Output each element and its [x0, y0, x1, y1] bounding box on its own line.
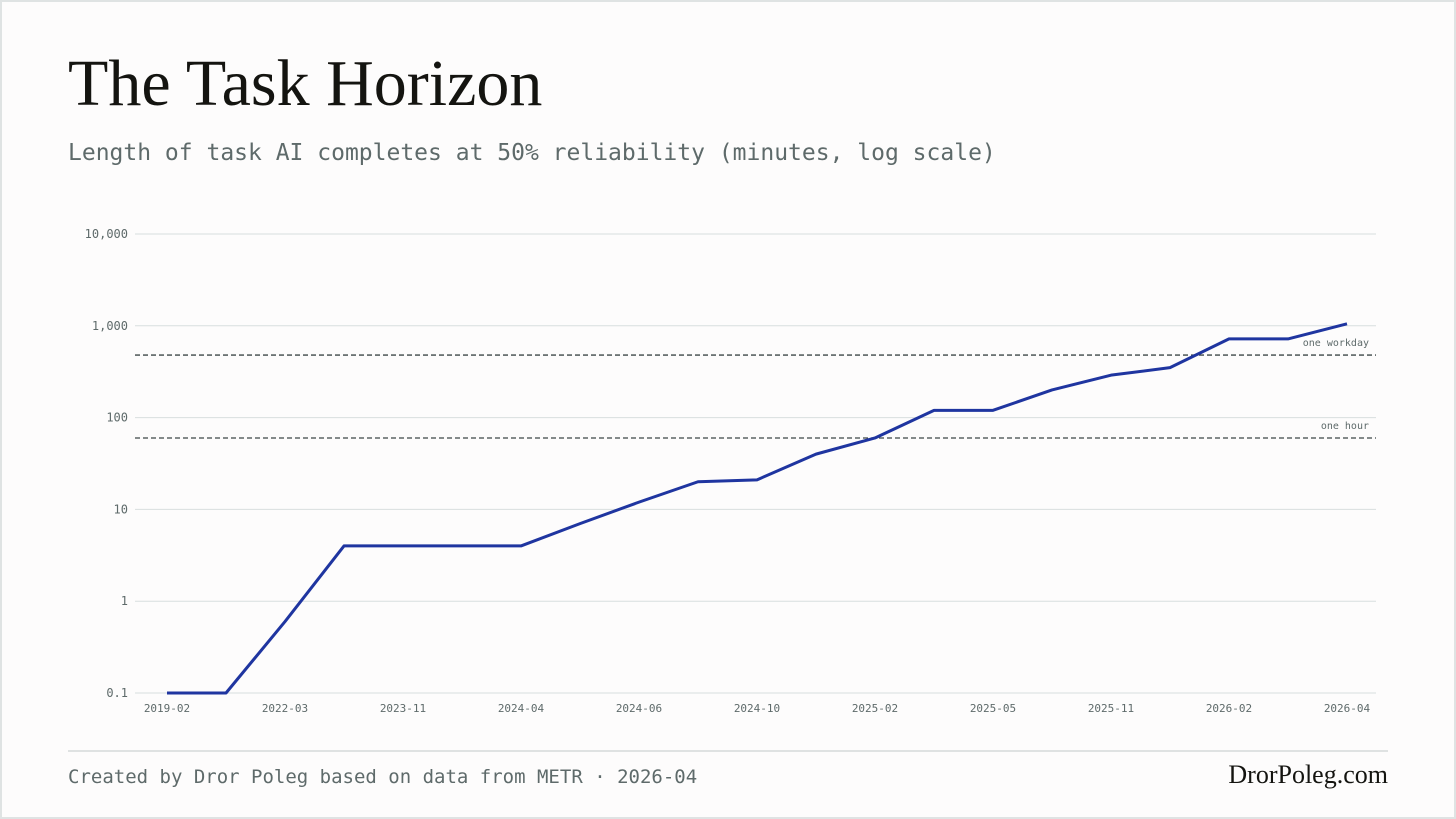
y-tick-label: 10 [114, 502, 128, 516]
y-tick-label: 0.1 [106, 686, 128, 700]
y-tick-label: 10,000 [85, 227, 128, 241]
x-tick-label: 2025-02 [852, 702, 898, 715]
footer-source: Created by Dror Poleg based on data from… [68, 766, 697, 788]
reference-label: one hour [1321, 421, 1369, 432]
chart-subtitle: Length of task AI completes at 50% relia… [68, 140, 996, 166]
reference-label: one workday [1303, 338, 1369, 349]
x-tick-label: 2019-02 [144, 702, 190, 715]
y-tick-label: 100 [106, 411, 128, 425]
x-tick-label: 2024-10 [734, 702, 780, 715]
x-tick-label: 2025-11 [1088, 702, 1134, 715]
y-tick-label: 1 [121, 594, 128, 608]
footer-brand: DrorPoleg.com [1228, 760, 1388, 789]
series-line [167, 322, 1348, 695]
x-tick-label: 2024-04 [498, 702, 545, 715]
x-tick-label: 2023-11 [380, 702, 426, 715]
x-tick-label: 2026-02 [1206, 702, 1252, 715]
x-tick-label: 2026-04 [1324, 702, 1371, 715]
x-tick-label: 2025-05 [970, 702, 1016, 715]
y-tick-label: 1,000 [92, 319, 128, 333]
x-tick-label: 2024-06 [616, 702, 662, 715]
x-tick-label: 2022-03 [262, 702, 308, 715]
chart-title: The Task Horizon [68, 47, 542, 120]
